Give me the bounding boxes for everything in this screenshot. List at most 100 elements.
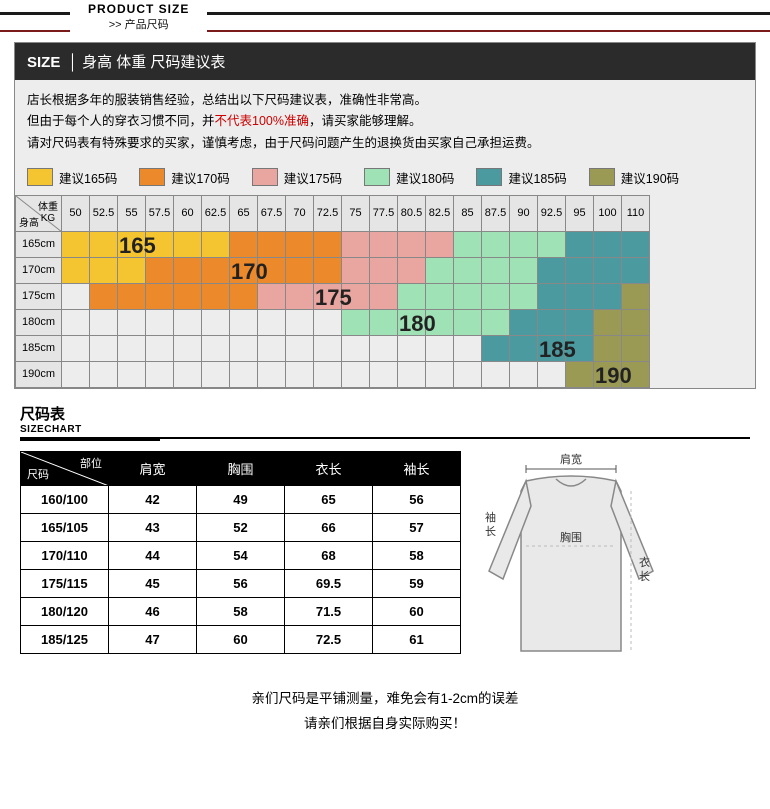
rec-cell xyxy=(174,361,202,387)
rec-weight-header: 85 xyxy=(454,195,482,231)
legend-item: 建议170码 xyxy=(139,168,229,187)
rec-cell xyxy=(622,335,650,361)
rec-cell xyxy=(230,257,258,283)
recommendation-table: 体重KG身高5052.55557.56062.56567.57072.57577… xyxy=(15,195,650,388)
rec-cell xyxy=(566,231,594,257)
rec-cell xyxy=(62,309,90,335)
rec-cell xyxy=(594,283,622,309)
rec-cell xyxy=(62,335,90,361)
legend-item: 建议190码 xyxy=(589,168,679,187)
sc-cell: 57 xyxy=(373,513,461,541)
rec-cell xyxy=(146,283,174,309)
rec-cell xyxy=(594,257,622,283)
legend-item: 建议165码 xyxy=(27,168,117,187)
rec-cell xyxy=(202,361,230,387)
rec-cell xyxy=(146,309,174,335)
panel-title-sep: │ xyxy=(69,54,78,71)
sc-cell: 180/120 xyxy=(21,597,109,625)
sizechart-rule xyxy=(20,437,750,439)
sizechart-header: 尺码表 SIZECHART xyxy=(20,403,750,439)
rec-cell xyxy=(426,309,454,335)
rec-cell xyxy=(482,309,510,335)
rec-weight-header: 55 xyxy=(118,195,146,231)
rec-cell xyxy=(510,283,538,309)
rec-cell xyxy=(482,283,510,309)
rec-height-header: 170cm xyxy=(16,257,62,283)
rec-cell xyxy=(202,231,230,257)
rec-cell xyxy=(314,231,342,257)
rec-cell xyxy=(426,335,454,361)
rec-cell xyxy=(426,231,454,257)
rec-cell xyxy=(454,257,482,283)
rec-cell xyxy=(146,257,174,283)
sizechart-title-cn: 尺码表 xyxy=(20,403,750,424)
rec-cell xyxy=(314,335,342,361)
rec-cell xyxy=(230,309,258,335)
sc-cell: 185/125 xyxy=(21,625,109,653)
footnote-line-2: 请亲们根据自身实际购买！ xyxy=(0,711,770,737)
rec-cell xyxy=(118,309,146,335)
rec-cell xyxy=(566,283,594,309)
rec-cell xyxy=(622,231,650,257)
rec-weight-header: 80.5 xyxy=(398,195,426,231)
legend-swatch xyxy=(139,168,165,186)
rec-cell xyxy=(482,257,510,283)
header-label-sub: >> 产品尺码 xyxy=(88,16,189,32)
rec-cell xyxy=(286,283,314,309)
rec-cell xyxy=(118,283,146,309)
panel-title-label: SIZE xyxy=(27,54,60,71)
product-size-header: PRODUCT SIZE >> 产品尺码 xyxy=(0,8,770,38)
rec-cell xyxy=(538,283,566,309)
sizechart-title-en: SIZECHART xyxy=(20,424,750,435)
rec-weight-header: 50 xyxy=(62,195,90,231)
rec-cell xyxy=(342,283,370,309)
rec-cell xyxy=(566,309,594,335)
rec-cell xyxy=(258,361,286,387)
sc-corner-cell: 部位尺码 xyxy=(21,451,109,485)
rec-cell xyxy=(230,231,258,257)
sc-cell: 46 xyxy=(109,597,197,625)
rec-cell xyxy=(426,361,454,387)
legend-label: 建议170码 xyxy=(171,168,229,187)
rec-weight-header: 87.5 xyxy=(482,195,510,231)
sc-cell: 60 xyxy=(197,625,285,653)
rec-cell xyxy=(62,283,90,309)
rec-cell xyxy=(510,231,538,257)
rec-cell xyxy=(370,231,398,257)
rec-cell xyxy=(426,257,454,283)
rec-cell xyxy=(566,361,594,387)
rec-cell xyxy=(174,257,202,283)
svg-text:长: 长 xyxy=(485,525,496,538)
rec-cell xyxy=(454,361,482,387)
rec-cell xyxy=(90,231,118,257)
rec-weight-header: 100 xyxy=(594,195,622,231)
rec-cell xyxy=(510,335,538,361)
rec-cell xyxy=(174,335,202,361)
legend-swatch xyxy=(252,168,278,186)
rec-cell xyxy=(538,231,566,257)
rec-cell xyxy=(398,335,426,361)
panel-desc: 店长根据多年的服装销售经验，总结出以下尺码建议表，准确性非常高。 但由于每个人的… xyxy=(15,80,755,162)
sizechart-table: 部位尺码肩宽胸围衣长袖长160/10042496556165/105435266… xyxy=(20,451,461,654)
rec-cell xyxy=(594,309,622,335)
rec-cell xyxy=(398,309,426,335)
legend-swatch xyxy=(364,168,390,186)
rec-cell xyxy=(538,335,566,361)
rec-cell xyxy=(454,335,482,361)
rec-weight-header: 72.5 xyxy=(314,195,342,231)
svg-text:衣: 衣 xyxy=(639,555,650,569)
rec-weight-header: 90 xyxy=(510,195,538,231)
diag-shoulder: 肩宽 xyxy=(560,452,582,466)
sc-cell: 61 xyxy=(373,625,461,653)
desc-highlight: 不代表100%准确 xyxy=(215,114,309,128)
legend-label: 建议165码 xyxy=(59,168,117,187)
sc-cell: 175/115 xyxy=(21,569,109,597)
rec-cell xyxy=(342,257,370,283)
rec-weight-header: 70 xyxy=(286,195,314,231)
svg-text:长: 长 xyxy=(639,570,650,583)
header-label-top: PRODUCT SIZE xyxy=(88,2,189,16)
rec-cell xyxy=(258,231,286,257)
desc-line-1: 店长根据多年的服装销售经验，总结出以下尺码建议表，准确性非常高。 xyxy=(27,90,743,111)
sc-cell: 71.5 xyxy=(285,597,373,625)
sc-cell: 58 xyxy=(197,597,285,625)
